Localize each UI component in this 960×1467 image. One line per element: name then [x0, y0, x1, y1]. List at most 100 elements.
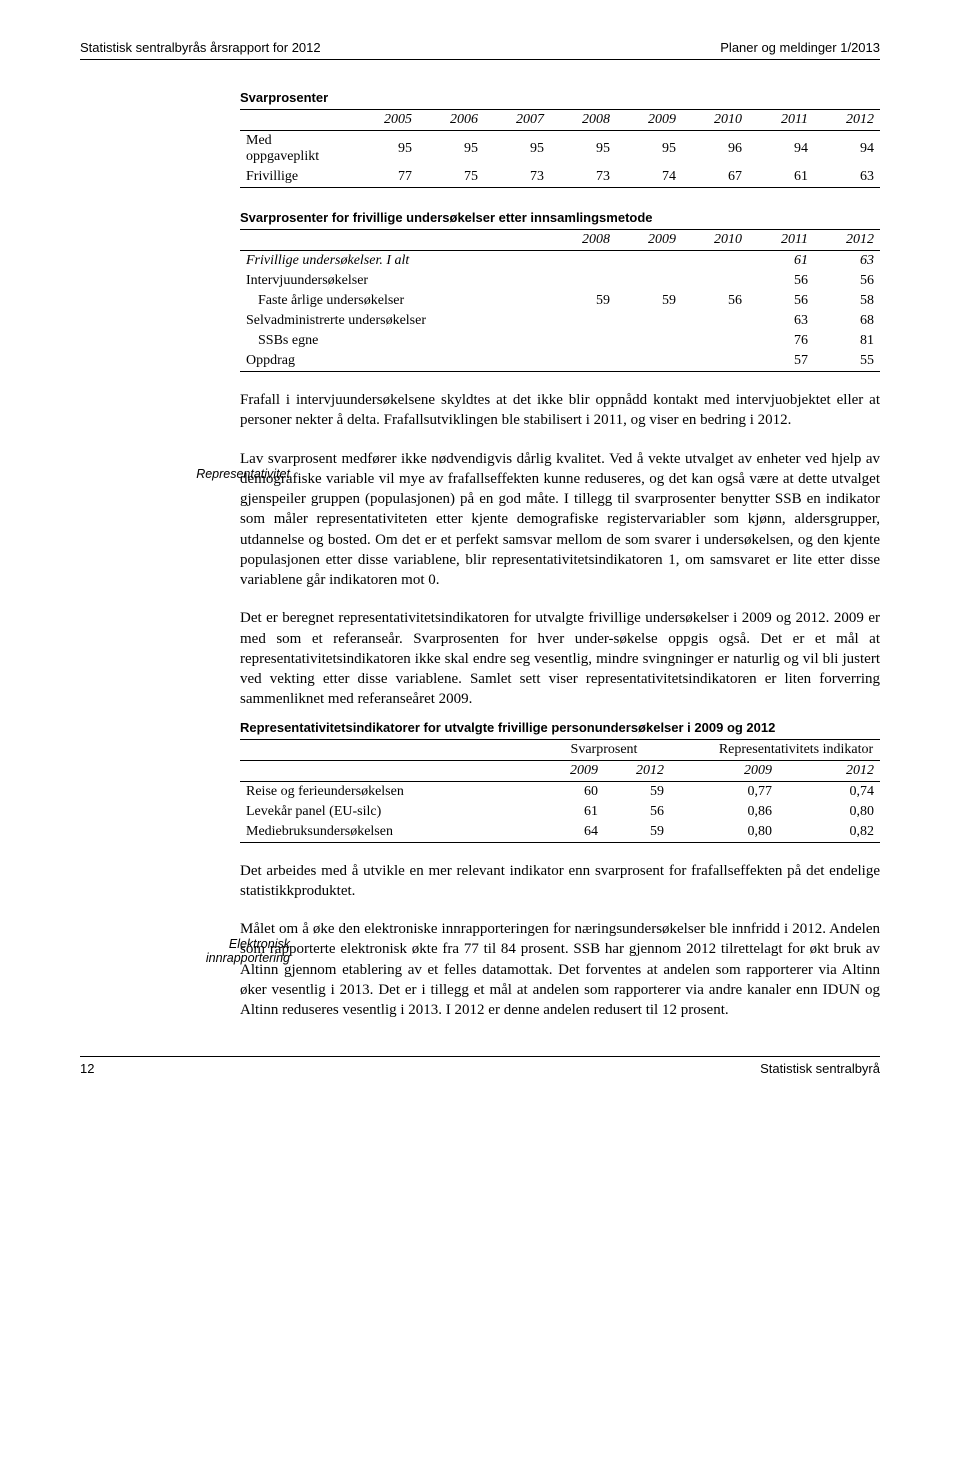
table2-year: 2012 — [814, 230, 880, 251]
table2-cell: 68 — [814, 311, 880, 331]
paragraph: Frafall i intervjuundersøkelsene skyldte… — [240, 390, 880, 431]
table3-cell: 60 — [538, 781, 604, 802]
table1-cell: 94 — [748, 131, 814, 168]
table1-cell: 77 — [352, 167, 418, 188]
table2-row-label: Oppdrag — [240, 351, 550, 372]
table1-row-label: Med oppgaveplikt — [240, 131, 352, 168]
table3-cell: 0,77 — [712, 781, 778, 802]
table1-cell: 63 — [814, 167, 880, 188]
table2-cell: 63 — [748, 311, 814, 331]
table2-year: 2011 — [748, 230, 814, 251]
table3-cell: 0,80 — [778, 802, 880, 822]
table1-cell: 67 — [682, 167, 748, 188]
table1-year: 2007 — [484, 110, 550, 131]
table2-cell: 56 — [748, 271, 814, 291]
table2-row-label: Frivillige undersøkelser. I alt — [240, 251, 550, 272]
table2-cell: 61 — [748, 251, 814, 272]
table2-cell — [682, 271, 748, 291]
table1-year: 2012 — [814, 110, 880, 131]
table1-year: 2006 — [418, 110, 484, 131]
table1-cell: 74 — [616, 167, 682, 188]
table3-cell: 56 — [604, 802, 670, 822]
table3-row-label: Levekår panel (EU-silc) — [240, 802, 538, 822]
document-page: Statistisk sentralbyrås årsrapport for 2… — [0, 0, 960, 1467]
table2-cell — [616, 271, 682, 291]
table2-cell: 56 — [748, 291, 814, 311]
table2-row-label: Intervjuundersøkelser — [240, 271, 550, 291]
table3-cell: 0,74 — [778, 781, 880, 802]
table3: Svarprosent Representativitets indikator… — [240, 739, 880, 843]
table1-cell: 96 — [682, 131, 748, 168]
table2-year: 2010 — [682, 230, 748, 251]
table2-year: 2008 — [550, 230, 616, 251]
table2-cell: 59 — [550, 291, 616, 311]
page-header: Statistisk sentralbyrås årsrapport for 2… — [80, 40, 880, 60]
table1-year: 2008 — [550, 110, 616, 131]
table1-cell: 73 — [550, 167, 616, 188]
table2-row-label: Selvadministrerte undersøkelser — [240, 311, 550, 331]
table2-cell: 56 — [814, 271, 880, 291]
table1-cell: 95 — [616, 131, 682, 168]
table2-block: Svarprosenter for frivillige undersøkels… — [80, 210, 880, 372]
footer-source: Statistisk sentralbyrå — [760, 1061, 880, 1076]
table3-year: 2009 — [712, 760, 778, 781]
table1: 2005 2006 2007 2008 2009 2010 2011 2012 … — [240, 109, 880, 188]
table3-cell: 0,86 — [712, 802, 778, 822]
table2-cell — [616, 331, 682, 351]
table1-row-label: Frivillige — [240, 167, 352, 188]
table1-title: Svarprosenter — [240, 90, 880, 105]
table2-cell — [550, 271, 616, 291]
table2-cell — [682, 351, 748, 372]
side-label-elektronisk: Elektronisk innrapportering — [160, 937, 300, 965]
table3-row-label: Reise og ferieundersøkelsen — [240, 781, 538, 802]
table2-cell: 57 — [748, 351, 814, 372]
table3-cell: 64 — [538, 822, 604, 843]
table1-year: 2009 — [616, 110, 682, 131]
table3-year: 2012 — [604, 760, 670, 781]
table3-row-label: Mediebruksundersøkelsen — [240, 822, 538, 843]
table2-cell — [682, 331, 748, 351]
table3-block: Representativitetsindikatorer for utvalg… — [80, 720, 880, 843]
table3-group-head: Representativitets indikator — [712, 739, 880, 760]
header-left: Statistisk sentralbyrås årsrapport for 2… — [80, 40, 321, 55]
table2-year: 2009 — [616, 230, 682, 251]
table1-year: 2005 — [352, 110, 418, 131]
table2-cell: 81 — [814, 331, 880, 351]
table1-cell: 73 — [484, 167, 550, 188]
paragraph: Målet om å øke den elektroniske innrappo… — [240, 919, 880, 1020]
table2-row-label: SSBs egne — [240, 331, 550, 351]
table2-cell: 63 — [814, 251, 880, 272]
table2-cell: 58 — [814, 291, 880, 311]
table2-cell — [682, 311, 748, 331]
table1-cell: 95 — [484, 131, 550, 168]
table2: 2008 2009 2010 2011 2012 Frivillige unde… — [240, 229, 880, 372]
side-label-representativitet: Representativitet — [160, 467, 300, 481]
table2-cell: 56 — [682, 291, 748, 311]
table1-cell: 95 — [352, 131, 418, 168]
table1-cell: 75 — [418, 167, 484, 188]
table2-cell — [616, 351, 682, 372]
table3-cell: 61 — [538, 802, 604, 822]
table3-title: Representativitetsindikatorer for utvalg… — [240, 720, 880, 735]
table2-row-label: Faste årlige undersøkelser — [240, 291, 550, 311]
footer-page-number: 12 — [80, 1061, 94, 1076]
table1-block: Svarprosenter 2005 2006 2007 2008 2009 2… — [80, 90, 880, 188]
table3-cell: 0,80 — [712, 822, 778, 843]
table3-cell: 59 — [604, 781, 670, 802]
paragraph: Det er beregnet representativitetsindika… — [240, 608, 880, 709]
table2-cell — [550, 251, 616, 272]
table2-cell — [550, 331, 616, 351]
table1-cell: 95 — [550, 131, 616, 168]
table2-cell: 55 — [814, 351, 880, 372]
table1-cell: 61 — [748, 167, 814, 188]
table3-year: 2012 — [778, 760, 880, 781]
table2-title: Svarprosenter for frivillige undersøkels… — [240, 210, 880, 225]
table3-cell: 59 — [604, 822, 670, 843]
table1-year: 2011 — [748, 110, 814, 131]
table2-cell — [616, 251, 682, 272]
table2-cell — [616, 311, 682, 331]
paragraph: Lav svarprosent medfører ikke nødvendigv… — [240, 449, 880, 591]
table3-year: 2009 — [538, 760, 604, 781]
paragraph: Det arbeides med å utvikle en mer releva… — [240, 861, 880, 902]
page-footer: 12 Statistisk sentralbyrå — [80, 1056, 880, 1076]
